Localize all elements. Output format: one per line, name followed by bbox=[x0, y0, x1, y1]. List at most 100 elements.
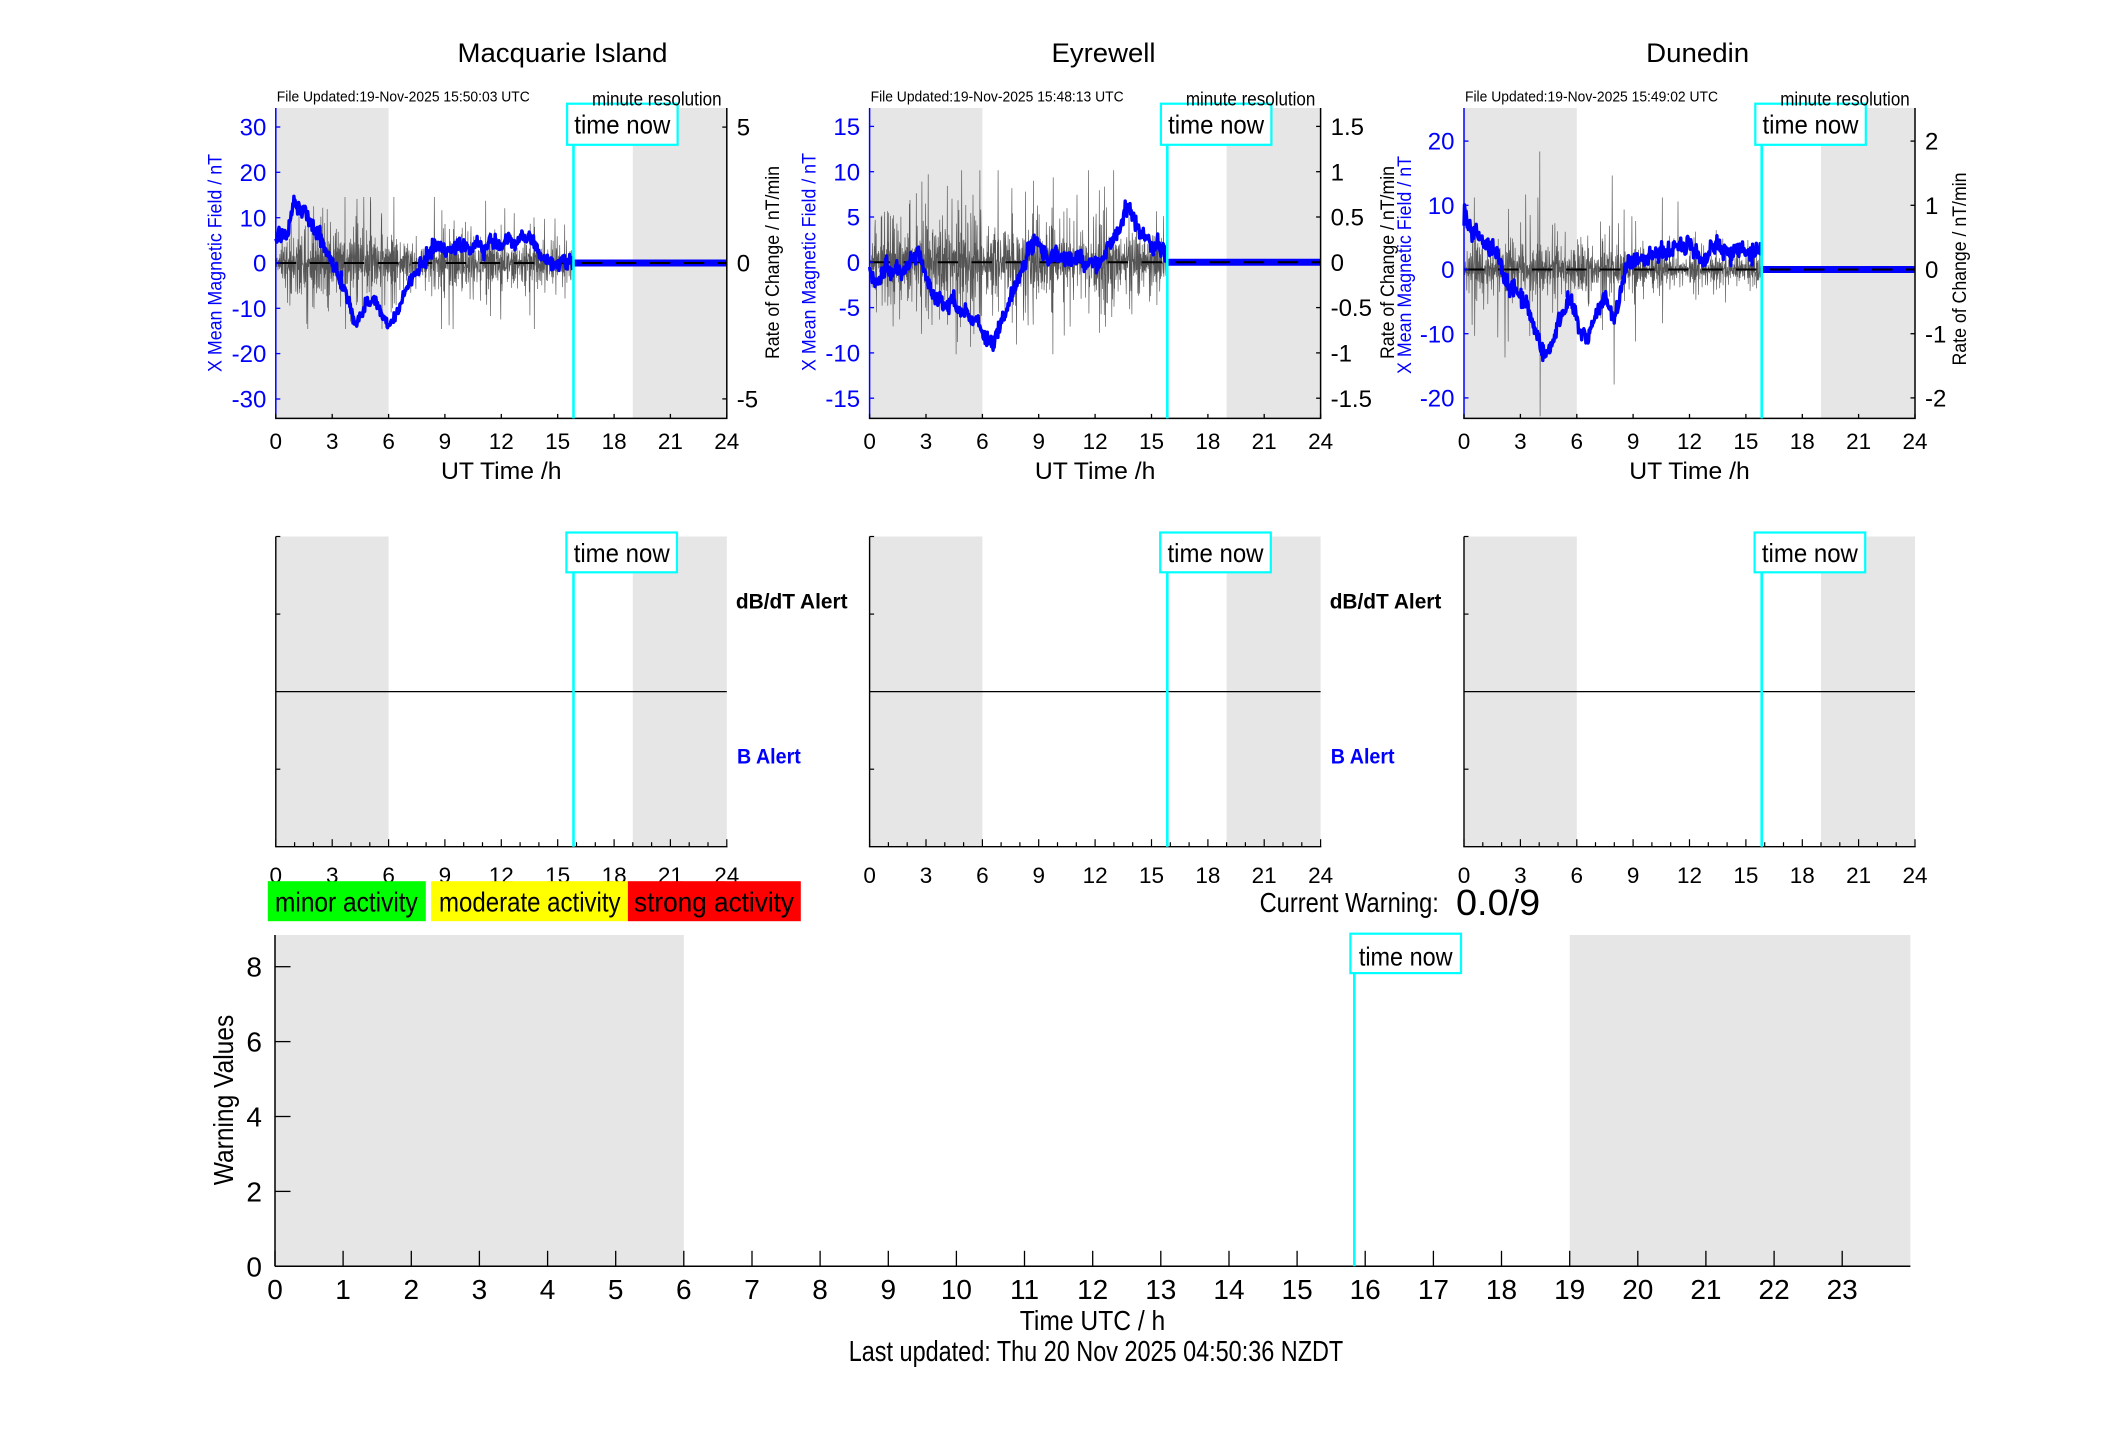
svg-text:0: 0 bbox=[1331, 250, 1344, 277]
svg-text:0: 0 bbox=[847, 250, 860, 277]
svg-text:6: 6 bbox=[976, 429, 989, 454]
svg-text:5: 5 bbox=[608, 1274, 624, 1305]
svg-text:21: 21 bbox=[1252, 863, 1277, 888]
svg-text:18: 18 bbox=[1195, 429, 1220, 454]
svg-text:3: 3 bbox=[1514, 429, 1527, 454]
svg-text:moderate activity: moderate activity bbox=[439, 886, 621, 917]
svg-text:3: 3 bbox=[326, 429, 339, 454]
svg-text:21: 21 bbox=[1846, 429, 1871, 454]
svg-text:12: 12 bbox=[1083, 429, 1108, 454]
svg-text:-2: -2 bbox=[1925, 386, 1946, 413]
svg-text:21: 21 bbox=[1690, 1274, 1721, 1305]
svg-text:24: 24 bbox=[1308, 863, 1333, 888]
svg-text:File Updated:19-Nov-2025 15:48: File Updated:19-Nov-2025 15:48:13 UTC bbox=[871, 89, 1124, 105]
svg-text:21: 21 bbox=[1846, 863, 1871, 888]
svg-text:0: 0 bbox=[1458, 863, 1471, 888]
svg-text:B Alert: B Alert bbox=[1331, 745, 1395, 768]
svg-text:0: 0 bbox=[1925, 257, 1938, 284]
svg-text:15: 15 bbox=[1139, 429, 1164, 454]
svg-text:0: 0 bbox=[737, 251, 750, 278]
svg-text:0: 0 bbox=[1441, 257, 1454, 284]
svg-text:18: 18 bbox=[1790, 863, 1815, 888]
svg-text:16: 16 bbox=[1350, 1274, 1381, 1305]
svg-text:0: 0 bbox=[267, 1274, 283, 1305]
svg-text:3: 3 bbox=[920, 863, 933, 888]
svg-text:20: 20 bbox=[240, 160, 267, 187]
svg-text:UT Time /h: UT Time /h bbox=[441, 458, 562, 485]
svg-text:18: 18 bbox=[1486, 1274, 1517, 1305]
svg-text:Rate of Change / nT/min: Rate of Change / nT/min bbox=[1950, 173, 1971, 366]
svg-text:UT Time /h: UT Time /h bbox=[1035, 458, 1156, 485]
svg-text:0: 0 bbox=[1458, 429, 1471, 454]
svg-text:6: 6 bbox=[246, 1027, 262, 1058]
svg-text:1: 1 bbox=[1331, 159, 1344, 186]
svg-text:time now: time now bbox=[574, 538, 670, 568]
svg-text:12: 12 bbox=[1677, 863, 1702, 888]
svg-text:24: 24 bbox=[1308, 429, 1333, 454]
svg-text:18: 18 bbox=[1790, 429, 1815, 454]
svg-text:minute resolution: minute resolution bbox=[1780, 88, 1910, 110]
svg-text:6: 6 bbox=[676, 1274, 692, 1305]
svg-text:5: 5 bbox=[737, 115, 750, 142]
svg-text:3: 3 bbox=[472, 1274, 488, 1305]
svg-text:B Alert: B Alert bbox=[737, 745, 801, 768]
svg-text:8: 8 bbox=[812, 1274, 828, 1305]
svg-text:-1: -1 bbox=[1925, 321, 1946, 348]
svg-text:-30: -30 bbox=[232, 387, 267, 414]
svg-text:time now: time now bbox=[1763, 110, 1859, 140]
svg-text:12: 12 bbox=[489, 429, 514, 454]
svg-text:15: 15 bbox=[1282, 1274, 1313, 1305]
svg-text:strong activity: strong activity bbox=[634, 886, 794, 917]
svg-text:20: 20 bbox=[1428, 129, 1455, 156]
svg-text:19: 19 bbox=[1554, 1274, 1585, 1305]
svg-text:2: 2 bbox=[246, 1176, 262, 1207]
svg-text:18: 18 bbox=[1195, 863, 1220, 888]
svg-text:17: 17 bbox=[1418, 1274, 1449, 1305]
svg-text:-15: -15 bbox=[825, 386, 860, 413]
svg-text:-10: -10 bbox=[1420, 321, 1455, 348]
svg-text:4: 4 bbox=[246, 1102, 262, 1133]
svg-text:-5: -5 bbox=[839, 295, 860, 322]
svg-text:File Updated:19-Nov-2025 15:49: File Updated:19-Nov-2025 15:49:02 UTC bbox=[1465, 89, 1718, 105]
svg-text:9: 9 bbox=[439, 429, 452, 454]
svg-text:12: 12 bbox=[1077, 1274, 1108, 1305]
svg-text:5: 5 bbox=[847, 205, 860, 232]
svg-text:-10: -10 bbox=[825, 341, 860, 368]
svg-text:6: 6 bbox=[1571, 429, 1584, 454]
svg-text:23: 23 bbox=[1827, 1274, 1858, 1305]
svg-text:time now: time now bbox=[1168, 110, 1264, 140]
svg-text:0: 0 bbox=[863, 863, 876, 888]
svg-text:12: 12 bbox=[1083, 863, 1108, 888]
svg-text:11: 11 bbox=[1010, 1274, 1039, 1305]
svg-text:time now: time now bbox=[1762, 538, 1858, 568]
svg-text:-20: -20 bbox=[1420, 386, 1455, 413]
svg-text:dB/dT Alert: dB/dT Alert bbox=[736, 590, 848, 613]
svg-text:0: 0 bbox=[253, 251, 266, 278]
svg-text:9: 9 bbox=[1032, 863, 1045, 888]
svg-text:10: 10 bbox=[240, 205, 267, 232]
svg-text:X Mean Magnetic Field / nT: X Mean Magnetic Field / nT bbox=[1395, 156, 1416, 374]
svg-text:24: 24 bbox=[714, 429, 739, 454]
svg-text:time now: time now bbox=[1168, 538, 1264, 568]
svg-text:8: 8 bbox=[246, 952, 262, 983]
svg-text:12: 12 bbox=[1677, 429, 1702, 454]
svg-text:1: 1 bbox=[1925, 193, 1938, 220]
svg-text:15: 15 bbox=[833, 114, 860, 141]
svg-text:Eyrewell: Eyrewell bbox=[1052, 38, 1156, 68]
svg-text:Current Warning:: Current Warning: bbox=[1260, 887, 1439, 918]
svg-text:9: 9 bbox=[1032, 429, 1045, 454]
svg-text:1: 1 bbox=[335, 1274, 351, 1305]
svg-text:Warning Values: Warning Values bbox=[208, 1015, 239, 1186]
svg-text:15: 15 bbox=[1733, 429, 1758, 454]
svg-text:0: 0 bbox=[246, 1251, 262, 1282]
svg-text:minor activity: minor activity bbox=[275, 886, 418, 917]
svg-text:24: 24 bbox=[1902, 429, 1927, 454]
svg-text:10: 10 bbox=[1428, 193, 1455, 220]
svg-text:24: 24 bbox=[1902, 863, 1927, 888]
svg-text:dB/dT Alert: dB/dT Alert bbox=[1330, 590, 1442, 613]
svg-text:9: 9 bbox=[1627, 429, 1640, 454]
svg-text:10: 10 bbox=[941, 1274, 972, 1305]
svg-text:Rate of Change / nT/min: Rate of Change / nT/min bbox=[763, 166, 784, 359]
svg-text:0.5: 0.5 bbox=[1331, 205, 1364, 232]
svg-text:time now: time now bbox=[574, 110, 670, 140]
